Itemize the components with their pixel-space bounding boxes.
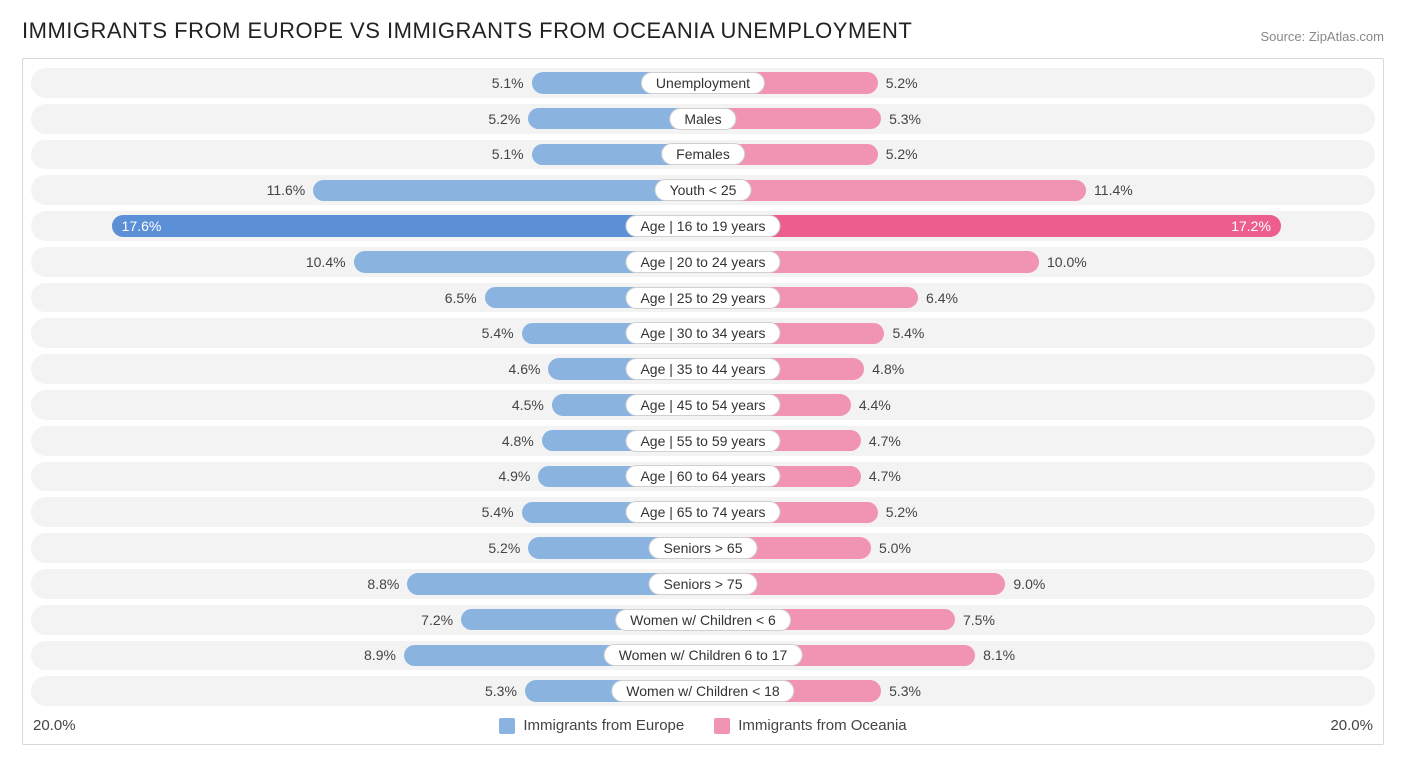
bar-right <box>703 180 1086 201</box>
category-label: Age | 20 to 24 years <box>625 251 780 273</box>
value-label-left: 4.6% <box>509 361 541 377</box>
chart-row: 10.4% 10.0% Age | 20 to 24 years <box>31 247 1375 277</box>
legend-label-right: Immigrants from Oceania <box>738 717 906 734</box>
value-label-left: 5.2% <box>488 540 520 556</box>
chart-row: 5.3% 5.3% Women w/ Children < 18 <box>31 676 1375 706</box>
category-label: Age | 65 to 74 years <box>625 501 780 523</box>
bar-left: 17.6% <box>112 215 703 236</box>
value-label-right: 10.0% <box>1047 254 1087 270</box>
header: IMMIGRANTS FROM EUROPE VS IMMIGRANTS FRO… <box>22 18 1384 44</box>
value-label-right: 9.0% <box>1013 576 1045 592</box>
chart-row: 4.9% 4.7% Age | 60 to 64 years <box>31 462 1375 492</box>
value-label-left: 11.6% <box>267 182 306 198</box>
chart-row: 5.1% 5.2% Females <box>31 140 1375 170</box>
value-label-left: 8.9% <box>364 647 396 663</box>
legend-swatch-left <box>499 718 515 734</box>
value-label-right: 5.0% <box>879 540 911 556</box>
value-label-right: 4.7% <box>869 433 901 449</box>
value-label-left: 7.2% <box>421 612 453 628</box>
category-label: Age | 35 to 44 years <box>625 358 780 380</box>
bar-left <box>313 180 703 201</box>
category-label: Age | 30 to 34 years <box>625 322 780 344</box>
category-label: Seniors > 75 <box>649 573 758 595</box>
chart-row: 11.6% 11.4% Youth < 25 <box>31 175 1375 205</box>
bar-right: 17.2% <box>703 215 1281 236</box>
category-label: Age | 16 to 19 years <box>625 215 780 237</box>
category-label: Age | 45 to 54 years <box>625 394 780 416</box>
value-label-left: 5.4% <box>482 504 514 520</box>
category-label: Women w/ Children 6 to 17 <box>604 644 803 666</box>
value-label-right: 8.1% <box>983 647 1015 663</box>
chart-row: 5.2% 5.0% Seniors > 65 <box>31 533 1375 563</box>
chart-row: 4.5% 4.4% Age | 45 to 54 years <box>31 390 1375 420</box>
chart-row: 4.6% 4.8% Age | 35 to 44 years <box>31 354 1375 384</box>
legend-label-left: Immigrants from Europe <box>523 717 684 734</box>
value-label-right: 5.3% <box>889 111 921 127</box>
chart-container: IMMIGRANTS FROM EUROPE VS IMMIGRANTS FRO… <box>0 0 1406 757</box>
value-label-right: 7.5% <box>963 612 995 628</box>
value-label-left: 4.9% <box>498 468 530 484</box>
category-label: Age | 55 to 59 years <box>625 430 780 452</box>
value-label-right: 6.4% <box>926 290 958 306</box>
value-label-left: 5.3% <box>485 683 517 699</box>
value-label-left: 4.8% <box>502 433 534 449</box>
chart-footer: 20.0% Immigrants from Europe Immigrants … <box>23 709 1383 734</box>
chart-row: 7.2% 7.5% Women w/ Children < 6 <box>31 605 1375 635</box>
legend-swatch-right <box>714 718 730 734</box>
legend-item-right: Immigrants from Oceania <box>714 717 906 734</box>
category-label: Females <box>661 143 745 165</box>
chart-row: 5.4% 5.2% Age | 65 to 74 years <box>31 497 1375 527</box>
chart-row: 17.6% 17.2% Age | 16 to 19 years <box>31 211 1375 241</box>
chart-title: IMMIGRANTS FROM EUROPE VS IMMIGRANTS FRO… <box>22 18 912 44</box>
legend: Immigrants from Europe Immigrants from O… <box>113 717 1293 734</box>
chart-row: 5.1% 5.2% Unemployment <box>31 68 1375 98</box>
value-label-right: 5.2% <box>886 75 918 91</box>
value-label-right: 5.2% <box>886 146 918 162</box>
value-label-right: 17.2% <box>1231 218 1271 234</box>
source-name: ZipAtlas.com <box>1309 29 1384 44</box>
value-label-left: 6.5% <box>445 290 477 306</box>
chart-row: 5.4% 5.4% Age | 30 to 34 years <box>31 318 1375 348</box>
value-label-left: 17.6% <box>122 218 162 234</box>
value-label-left: 5.2% <box>488 111 520 127</box>
category-label: Age | 60 to 64 years <box>625 465 780 487</box>
source-attribution: Source: ZipAtlas.com <box>1260 29 1384 44</box>
axis-max-left: 20.0% <box>33 717 113 734</box>
value-label-left: 4.5% <box>512 397 544 413</box>
value-label-right: 4.4% <box>859 397 891 413</box>
value-label-left: 5.4% <box>482 325 514 341</box>
axis-max-right: 20.0% <box>1293 717 1373 734</box>
value-label-right: 4.8% <box>872 361 904 377</box>
chart-row: 8.9% 8.1% Women w/ Children 6 to 17 <box>31 641 1375 671</box>
category-label: Seniors > 65 <box>649 537 758 559</box>
value-label-right: 5.3% <box>889 683 921 699</box>
chart-row: 5.2% 5.3% Males <box>31 104 1375 134</box>
value-label-left: 10.4% <box>306 254 346 270</box>
category-label: Males <box>669 108 736 130</box>
value-label-right: 11.4% <box>1094 182 1133 198</box>
category-label: Youth < 25 <box>655 179 752 201</box>
category-label: Women w/ Children < 18 <box>611 680 794 702</box>
value-label-right: 5.4% <box>892 325 924 341</box>
value-label-left: 8.8% <box>367 576 399 592</box>
value-label-right: 5.2% <box>886 504 918 520</box>
chart-row: 4.8% 4.7% Age | 55 to 59 years <box>31 426 1375 456</box>
chart-row: 6.5% 6.4% Age | 25 to 29 years <box>31 283 1375 313</box>
value-label-left: 5.1% <box>492 75 524 91</box>
chart-area: 5.1% 5.2% Unemployment 5.2% 5.3% Males 5.1% 5.2… <box>22 58 1384 745</box>
value-label-left: 5.1% <box>492 146 524 162</box>
source-prefix: Source: <box>1260 29 1308 44</box>
category-label: Women w/ Children < 6 <box>615 609 791 631</box>
legend-item-left: Immigrants from Europe <box>499 717 684 734</box>
chart-row: 8.8% 9.0% Seniors > 75 <box>31 569 1375 599</box>
category-label: Unemployment <box>641 72 765 94</box>
category-label: Age | 25 to 29 years <box>625 287 780 309</box>
value-label-right: 4.7% <box>869 468 901 484</box>
chart-rows: 5.1% 5.2% Unemployment 5.2% 5.3% Males 5.1% 5.2… <box>23 65 1383 709</box>
